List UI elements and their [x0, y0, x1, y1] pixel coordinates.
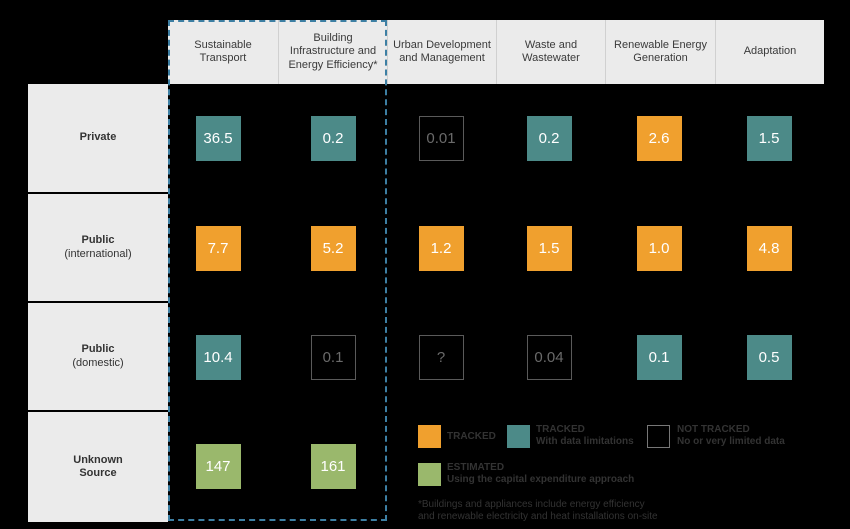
row-header-title: Private: [79, 131, 117, 144]
value-cell: 10.4: [195, 334, 241, 380]
column-header-label: Sustainable Transport: [194, 38, 252, 65]
column-header-label: Urban Development and Management: [393, 38, 491, 65]
column-header-building-infrastructure: Building Infrastructure and Energy Effic…: [278, 20, 387, 84]
legend-title: TRACKED: [536, 424, 585, 435]
value-cell: 4.8: [746, 225, 792, 271]
value-cell: 1.5: [526, 225, 572, 271]
legend-item-estimated: ESTIMATED Using the capital expenditure …: [447, 462, 634, 486]
column-header-sustainable-transport: Sustainable Transport: [168, 20, 278, 84]
value-cell: 147: [195, 443, 241, 489]
value-cell: 0.1: [636, 334, 682, 380]
legend-title: TRACKED: [447, 431, 496, 442]
value-cell: 0.01: [418, 115, 464, 161]
row-header-title: Unknown: [73, 453, 123, 466]
column-header-renewable-energy: Renewable Energy Generation: [605, 20, 715, 84]
legend-swatch-limited: [507, 425, 530, 448]
row-header-title: Public: [81, 234, 115, 246]
value-cell: 0.5: [746, 334, 792, 380]
column-header-label: Waste and Wastewater: [522, 38, 580, 65]
column-header-waste-wastewater: Waste and Wastewater: [496, 20, 605, 84]
value-cell: 1.2: [418, 225, 464, 271]
value-cell: 0.04: [526, 334, 572, 380]
value-cell: 1.0: [636, 225, 682, 271]
value-cell: 36.5: [195, 115, 241, 161]
row-header-private: Private: [28, 84, 168, 192]
column-header-adaptation: Adaptation: [715, 20, 824, 84]
legend-swatch-tracked: [418, 425, 441, 448]
footnote: *Buildings and appliances include energy…: [418, 499, 658, 523]
row-header-subtitle: (domestic): [72, 356, 124, 369]
row-header-public-domestic: Public (domestic): [28, 303, 168, 410]
value-cell: 5.2: [310, 225, 356, 271]
value-cell: 0.2: [310, 115, 356, 161]
row-header-title-line2: Source: [79, 467, 117, 479]
footnote-line-1: *Buildings and appliances include energy…: [418, 499, 645, 510]
value-cell: 2.6: [636, 115, 682, 161]
column-header-label: Renewable Energy Generation: [614, 38, 707, 65]
legend-item-tracked: TRACKED: [447, 431, 496, 443]
value-cell: 1.5: [746, 115, 792, 161]
legend-item-limited: TRACKED With data limitations: [536, 424, 634, 448]
value-cell: 161: [310, 443, 356, 489]
legend-title: ESTIMATED: [447, 462, 505, 473]
value-cell: 7.7: [195, 225, 241, 271]
row-header-unknown-source: Unknown Source: [28, 412, 168, 522]
legend-swatch-estimated: [418, 463, 441, 486]
value-cell: ?: [418, 334, 464, 380]
legend-subtitle: Using the capital expenditure approach: [447, 474, 635, 485]
column-header-urban-development: Urban Development and Management: [387, 20, 496, 84]
legend-subtitle: With data limitations: [536, 436, 634, 447]
column-header-label: Adaptation: [743, 45, 797, 58]
legend-swatch-not-tracked: [647, 425, 670, 448]
column-header-label: Building Infrastructure and Energy Effic…: [288, 31, 378, 71]
value-cell: 0.2: [526, 115, 572, 161]
value-cell: 0.1: [310, 334, 356, 380]
row-header-title: Public: [81, 343, 115, 355]
legend-title: NOT TRACKED: [677, 424, 750, 435]
row-header-subtitle: (international): [64, 247, 132, 260]
legend-subtitle: No or very limited data: [677, 436, 785, 447]
footnote-line-2: and renewable electricity and heat insta…: [418, 511, 658, 522]
row-header-public-international: Public (international): [28, 194, 168, 301]
legend-item-not-tracked: NOT TRACKED No or very limited data: [677, 424, 785, 448]
